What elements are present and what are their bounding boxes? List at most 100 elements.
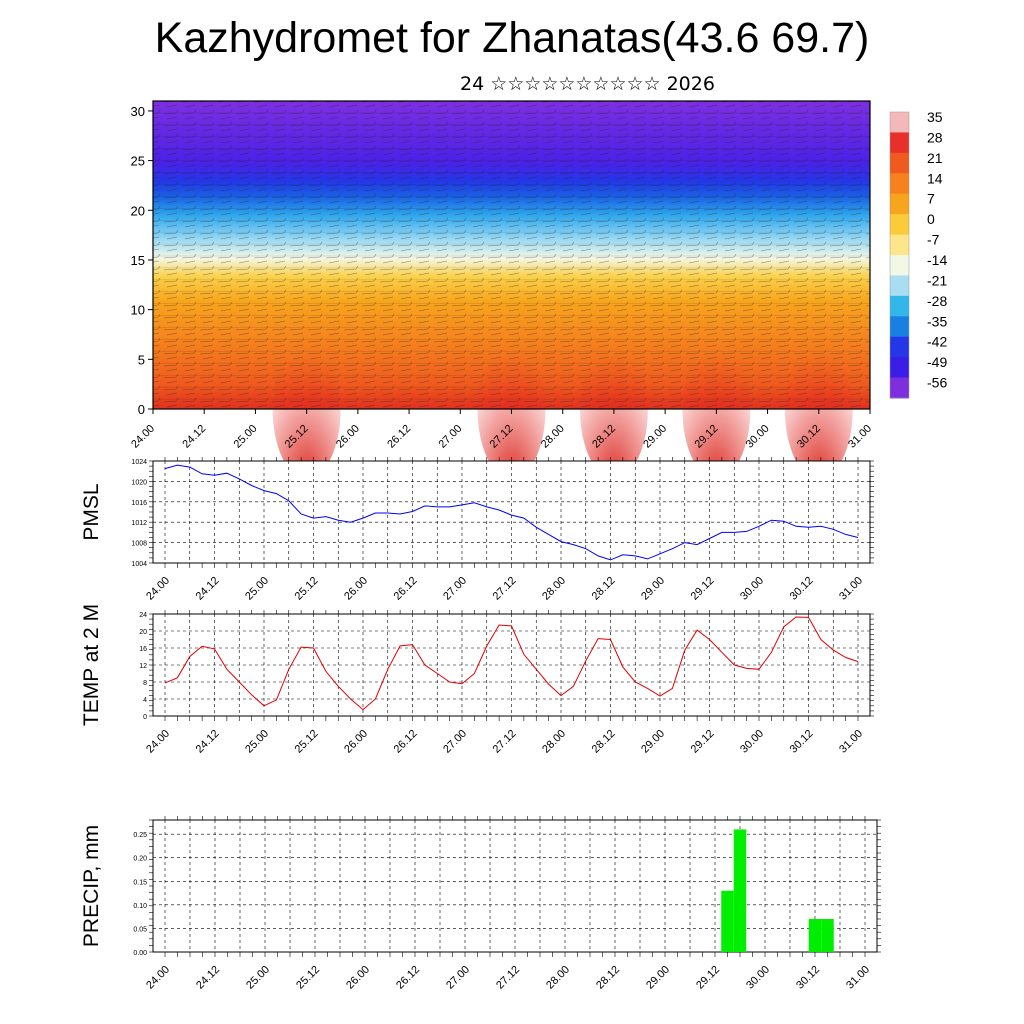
- colorbar-frame: [889, 111, 910, 399]
- colorbar-swatch: [890, 112, 909, 133]
- x-tick-label: 24.12: [194, 964, 222, 992]
- colorbar-label: -21: [927, 272, 947, 288]
- y-tick-label: 0.00: [133, 950, 147, 957]
- x-tick-label: 30.00: [738, 728, 766, 756]
- colorbar-swatch: [890, 234, 909, 256]
- y-tick-label: 20: [139, 629, 147, 636]
- colorbar-label: -56: [927, 375, 947, 391]
- x-tick-label: 30.00: [738, 575, 766, 603]
- y-tick-label: 15: [131, 253, 145, 268]
- y-tick-label: 1012: [131, 520, 147, 527]
- x-tick-label: 29.12: [689, 575, 717, 603]
- x-tick-label: 24.12: [180, 423, 208, 451]
- colorbar-swatch: [890, 336, 909, 358]
- x-tick-label: 31.00: [837, 728, 865, 756]
- colorbar-label: -42: [927, 334, 947, 350]
- temp-panel: 0 4 8 12 16 20 24 24.00 24.12 25.00 25.12 26.00 26.1…: [80, 604, 874, 756]
- colorbar-label: 28: [927, 129, 943, 145]
- colorbar-label: 21: [927, 150, 943, 166]
- x-tick-label: 29.00: [639, 575, 667, 603]
- page-title: Kazhydromet for Zhanatas(43.6 69.7): [154, 14, 870, 62]
- x-tick-label: 24.12: [194, 575, 222, 603]
- x-tick-label: 25.00: [232, 423, 260, 451]
- x-tick-label: 24.00: [144, 964, 172, 992]
- x-tick-label: 25.00: [243, 575, 271, 603]
- x-tick-label: 27.00: [441, 728, 469, 756]
- x-tick-label: 26.00: [342, 575, 370, 603]
- y-tick-label: 1004: [131, 561, 147, 568]
- y-tick-label: 0: [138, 402, 145, 417]
- wind-barbs: [153, 101, 870, 409]
- colorbar-label: 35: [927, 109, 943, 125]
- x-tick-label: 29.00: [639, 728, 667, 756]
- x-tick-label: 30.12: [794, 964, 822, 992]
- y-tick-label: 1008: [131, 541, 147, 548]
- colorbar-swatch: [890, 152, 909, 174]
- x-tick-label: 27.12: [491, 575, 519, 603]
- y-tick-label: 12: [139, 663, 147, 670]
- y-tick-label: 10: [131, 303, 145, 318]
- x-tick-label: 25.12: [293, 728, 321, 756]
- colorbar-swatch: [890, 275, 909, 297]
- date-subtitle: 24 ☆☆☆☆☆☆☆☆☆☆ 2026: [460, 73, 715, 95]
- colorbar-swatch: [890, 316, 909, 338]
- colorbar-swatch: [890, 214, 909, 236]
- x-tick-label: 29.00: [644, 964, 672, 992]
- x-tick-label: 24.00: [129, 423, 157, 451]
- x-tick-label: 27.00: [436, 423, 464, 451]
- colorbar-swatch: [890, 132, 909, 154]
- x-tick-label: 25.00: [243, 728, 271, 756]
- y-tick-label: 5: [138, 352, 145, 367]
- x-tick-label: 24.12: [194, 728, 222, 756]
- y-tick-label: 0.05: [133, 926, 147, 933]
- x-tick-label: 28.00: [544, 964, 572, 992]
- colorbar-swatch: [890, 255, 909, 276]
- x-tick-label: 30.00: [744, 964, 772, 992]
- colorbar-label: 14: [927, 170, 943, 186]
- y-tick-label: 1024: [131, 459, 147, 466]
- colorbar-swatch: [890, 295, 909, 317]
- x-tick-label: 31.00: [844, 964, 872, 992]
- colorbar-label: -28: [927, 293, 947, 309]
- x-tick-label: 30.12: [788, 575, 816, 603]
- x-tick-label: 25.12: [293, 575, 321, 603]
- x-tick-label: 26.12: [394, 964, 422, 992]
- y-tick-label: 0: [143, 714, 147, 721]
- y-tick-label: 0.25: [133, 832, 147, 839]
- x-tick-label: 28.00: [540, 575, 568, 603]
- colorbar-swatch: [890, 173, 909, 195]
- y-tick-label: 0.15: [133, 879, 147, 886]
- colorbar-label: -7: [927, 232, 940, 248]
- colorbar-swatch: [890, 357, 909, 379]
- y-tick-label: 24: [139, 612, 147, 619]
- x-tick-label: 27.00: [444, 964, 472, 992]
- colorbar-label: -35: [927, 313, 947, 329]
- precip-bar: [733, 829, 747, 952]
- x-tick-label: 27.12: [494, 964, 522, 992]
- x-tick-label: 28.12: [594, 964, 622, 992]
- x-tick-label: 28.12: [590, 728, 618, 756]
- colorbar-label: 7: [927, 191, 935, 207]
- x-tick-label: 25.00: [244, 964, 272, 992]
- colorbar: 35 28 21 14 7 0 -7 -14 -21 -28 -35 -42 -49 -56: [889, 109, 947, 399]
- x-tick-label: 27.12: [491, 728, 519, 756]
- x-tick-label: 26.00: [344, 964, 372, 992]
- x-tick-label: 26.12: [392, 728, 420, 756]
- y-tick-label: 25: [131, 154, 145, 169]
- colorbar-label: -49: [927, 354, 947, 370]
- y-tick-label: 20: [131, 203, 145, 218]
- y-tick-label: 30: [131, 104, 145, 119]
- colorbar-label: 0: [927, 211, 935, 227]
- y-tick-label: 1020: [131, 479, 147, 486]
- precip-bar: [808, 919, 822, 952]
- precip-bar: [821, 919, 834, 952]
- x-tick-label: 27.00: [441, 575, 469, 603]
- pmsl-line: [164, 464, 859, 561]
- colorbar-swatch: [890, 193, 909, 215]
- x-tick-label: 26.00: [342, 728, 370, 756]
- x-tick-label: 28.12: [590, 575, 618, 603]
- colorbar-label: -14: [927, 252, 947, 268]
- x-tick-label: 24.00: [144, 575, 172, 603]
